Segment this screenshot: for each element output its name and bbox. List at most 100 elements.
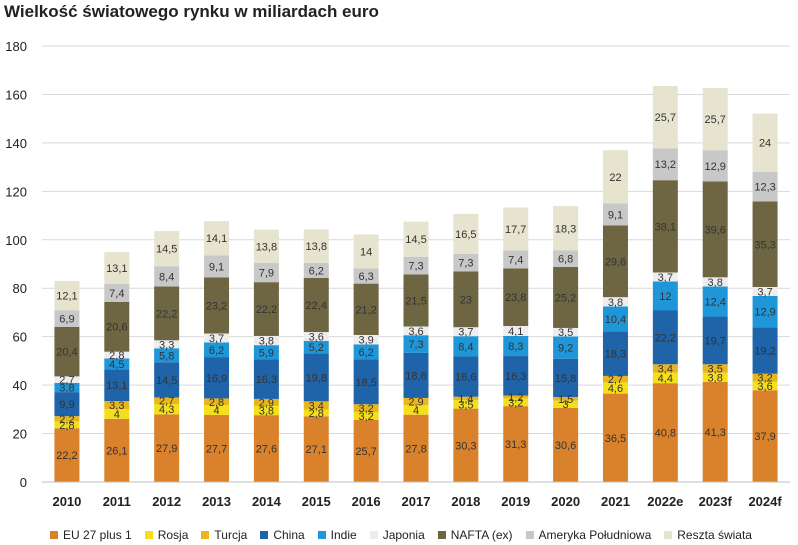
bar-segment: [503, 207, 529, 251]
data-label: 15,8: [555, 373, 576, 385]
data-label: 27,7: [206, 443, 227, 455]
data-label: 14,5: [156, 244, 177, 256]
data-label: 2,8: [109, 350, 124, 362]
bar-segment: [652, 180, 678, 273]
data-label: 4,1: [508, 326, 523, 338]
data-label: 10,4: [605, 314, 626, 326]
legend-label: Reszta świata: [677, 528, 752, 542]
data-label: 37,9: [754, 431, 775, 443]
bar-segment: [353, 283, 379, 335]
bar-segment: [553, 266, 579, 328]
legend-label: Rosja: [157, 528, 189, 542]
data-label: 13,2: [655, 159, 676, 171]
bar-segment: [403, 221, 429, 257]
bar-segment: [503, 250, 529, 269]
bar-segment: [602, 297, 628, 307]
x-tick-label: 2018: [451, 494, 480, 509]
data-label: 2,8: [209, 397, 224, 409]
data-label: 38,1: [655, 221, 676, 233]
bar-segment: [204, 333, 230, 343]
chart-legend: EU 27 plus 1 Rosja Turcja China Indie Japonia…: [50, 528, 765, 542]
bar-segment: [54, 416, 80, 422]
bar-segment: [503, 326, 529, 336]
data-label: 25,2: [555, 292, 576, 304]
legend-item: China: [260, 528, 305, 542]
data-label: 9,2: [558, 343, 573, 355]
bar-segment: [303, 353, 329, 402]
legend-item: NAFTA (ex): [437, 528, 513, 542]
bar-segment: [553, 358, 579, 397]
legend-swatch: [437, 531, 446, 539]
data-label: 27,6: [256, 444, 277, 456]
bar-segment: [702, 150, 728, 182]
bar-segment: [303, 262, 329, 278]
legend-label: Turcja: [214, 528, 248, 542]
y-tick-label: 80: [13, 281, 27, 296]
data-label: 6,2: [309, 265, 324, 277]
bar-segment: [353, 334, 379, 345]
data-label: 13,8: [306, 241, 327, 253]
bar-segment: [652, 85, 678, 149]
y-tick-label: 20: [13, 427, 27, 442]
data-label: 9,1: [608, 209, 623, 221]
bar-segment: [553, 250, 579, 267]
legend-item: Japonia: [369, 528, 425, 542]
y-tick-label: 120: [5, 184, 27, 199]
data-label: 22: [609, 172, 621, 184]
x-tick-label: 2010: [52, 494, 81, 509]
x-tick-label: 2017: [402, 494, 431, 509]
legend-swatch: [369, 531, 378, 539]
data-label: 18,3: [605, 349, 626, 361]
bar-segment: [303, 401, 329, 410]
data-label: 22,2: [156, 308, 177, 320]
bar-segment: [453, 356, 479, 397]
bar-segment: [303, 332, 329, 341]
data-label: 9,9: [59, 399, 74, 411]
data-label: 18,3: [555, 223, 576, 235]
data-label: 22,2: [56, 450, 77, 462]
bar-segment: [652, 281, 678, 311]
data-label: 2,9: [408, 396, 423, 408]
stacked-bar-chart: 22,22,82,29,93,82,720,46,912,126,143,313…: [5, 39, 790, 509]
bar-segment: [752, 327, 778, 374]
bar-segment: [503, 395, 529, 399]
data-label: 14: [360, 246, 372, 258]
bar-segment: [253, 405, 279, 416]
data-label: 22,2: [256, 304, 277, 316]
bar-segment: [204, 255, 230, 278]
data-label: 4,3: [159, 404, 174, 416]
data-label: 3,6: [408, 326, 423, 338]
bar-segment: [154, 348, 180, 363]
data-label: 14,5: [405, 234, 426, 246]
x-tick-label: 2016: [352, 494, 381, 509]
data-label: 2,7: [608, 374, 623, 386]
data-label: 5,8: [159, 350, 174, 362]
data-label: 3,4: [309, 400, 324, 412]
data-label: 4,6: [608, 383, 623, 395]
bar-segment: [752, 287, 778, 296]
bar-segment: [253, 398, 279, 406]
bar-segment: [403, 352, 429, 398]
data-label: 6,8: [558, 254, 573, 266]
bar-segment: [652, 148, 678, 181]
data-label: 3,8: [708, 372, 723, 384]
data-label: 2,8: [309, 408, 324, 420]
data-label: 14,5: [156, 375, 177, 387]
bar-segment: [453, 396, 479, 401]
x-tick-label: 2019: [501, 494, 530, 509]
data-label: 12,3: [754, 182, 775, 194]
bar-segment: [602, 203, 628, 226]
data-label: 27,8: [405, 443, 426, 455]
data-label: 1,5: [558, 394, 573, 406]
bar-segment: [353, 344, 379, 360]
legend-item: Indie: [317, 528, 357, 542]
data-label: 39,6: [704, 224, 725, 236]
data-label: 5,9: [259, 347, 274, 359]
bar-segment: [403, 274, 429, 327]
data-label: 16,3: [256, 374, 277, 386]
bar-segment: [353, 404, 379, 412]
data-label: 3,8: [259, 336, 274, 348]
data-label: 18,5: [355, 377, 376, 389]
bar-segment: [453, 213, 479, 254]
bar-segment: [54, 326, 80, 377]
